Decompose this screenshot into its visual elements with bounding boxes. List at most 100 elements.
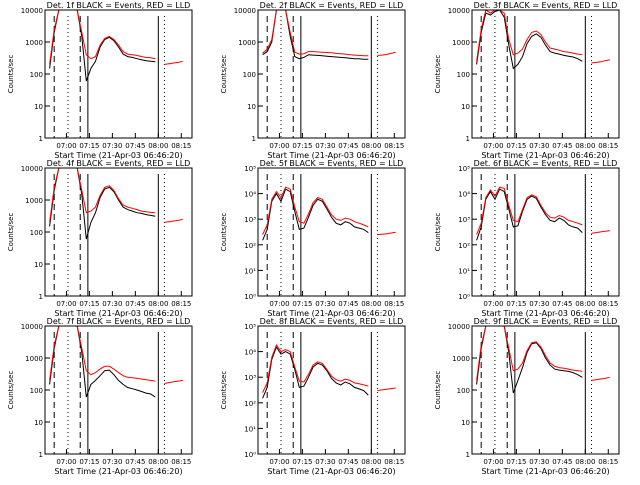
y-axis-label: Counts/sec xyxy=(434,213,442,252)
x-tick-label: 07:45 xyxy=(552,300,572,308)
y-tick-label: 100 xyxy=(30,71,43,79)
chart-title: Det. 2f BLACK = Events, RED = LLD xyxy=(260,1,404,10)
x-tick-label: 08:15 xyxy=(171,458,191,466)
y-tick-label: 10³ xyxy=(244,216,256,224)
chart-det-9: Det. 9f BLACK = Events, RED = LLD 1 10 100 1… xyxy=(434,317,620,476)
y-tick-label: 10 xyxy=(461,419,470,427)
x-axis-label: Start Time (21-Apr-03 06:46:20) xyxy=(267,151,395,160)
y-tick-label: 1000 xyxy=(25,39,43,47)
lld-series-line xyxy=(164,379,183,384)
x-tick-label: 07:30 xyxy=(102,300,122,308)
x-tick-label: 07:45 xyxy=(552,142,572,150)
y-tick-label: 10¹ xyxy=(244,267,256,275)
y-tick-label: 10 xyxy=(34,261,43,269)
plot-frame xyxy=(44,167,193,297)
y-tick-label: 10³ xyxy=(458,216,470,224)
y-tick-label: 1000 xyxy=(452,39,470,47)
x-tick-label: 08:00 xyxy=(575,458,595,466)
y-tick-label: 10² xyxy=(458,242,470,250)
x-tick-label: 07:15 xyxy=(79,458,99,466)
lld-series-line xyxy=(164,218,183,223)
plot-frame xyxy=(44,9,193,139)
chart-det-4: Det. 4f BLACK = Events, RED = LLD 1 10 100 1… xyxy=(7,159,193,318)
y-tick-label: 10⁴ xyxy=(244,349,256,357)
y-axis-label: Counts/sec xyxy=(220,213,228,252)
lld-series-line xyxy=(476,9,583,62)
x-tick-label: 08:00 xyxy=(361,458,381,466)
chart-det-5: Det. 5f BLACK = Events, RED = LLD 10⁰ 10¹ 1… xyxy=(220,159,406,318)
plot-frame xyxy=(257,325,406,455)
x-tick-label: 07:30 xyxy=(315,458,335,466)
lld-series-line xyxy=(262,186,369,235)
x-tick-label: 07:00 xyxy=(56,458,76,466)
events-series-line xyxy=(476,188,583,241)
x-tick-label: 08:00 xyxy=(148,300,168,308)
x-tick-label: 08:15 xyxy=(171,300,191,308)
lld-series-line xyxy=(476,186,583,235)
x-tick-label: 07:00 xyxy=(269,142,289,150)
x-tick-label: 07:00 xyxy=(56,142,76,150)
y-tick-label: 1 xyxy=(39,451,43,459)
chart-title: Det. 6f BLACK = Events, RED = LLD xyxy=(474,159,618,168)
chart-title: Det. 7f BLACK = Events, RED = LLD xyxy=(47,317,191,326)
y-tick-label: 10 xyxy=(34,103,43,111)
y-tick-label: 100 xyxy=(457,387,470,395)
x-tick-label: 07:15 xyxy=(506,142,526,150)
y-tick-label: 100 xyxy=(30,387,43,395)
y-tick-label: 10¹ xyxy=(244,425,256,433)
x-tick-label: 08:15 xyxy=(384,458,404,466)
y-tick-label: 100 xyxy=(243,71,256,79)
chart-det-8: Det. 8f BLACK = Events, RED = LLD 10⁰ 10¹ 1… xyxy=(220,317,406,476)
y-tick-label: 100 xyxy=(30,229,43,237)
y-tick-label: 10000 xyxy=(448,7,470,15)
y-axis-label: Counts/sec xyxy=(434,371,442,410)
x-tick-label: 07:15 xyxy=(506,458,526,466)
x-axis-label: Start Time (21-Apr-03 06:46:20) xyxy=(481,309,609,318)
x-tick-label: 07:45 xyxy=(552,458,572,466)
chart-title: Det. 4f BLACK = Events, RED = LLD xyxy=(47,159,191,168)
x-tick-label: 07:15 xyxy=(292,458,312,466)
y-tick-label: 10000 xyxy=(21,323,43,331)
y-tick-label: 10 xyxy=(247,103,256,111)
x-tick-label: 07:45 xyxy=(338,142,358,150)
chart-title: Det. 8f BLACK = Events, RED = LLD xyxy=(260,317,404,326)
events-series-line xyxy=(49,9,156,82)
y-tick-label: 1 xyxy=(466,451,470,459)
y-tick-label: 10² xyxy=(244,400,256,408)
x-axis-label: Start Time (21-Apr-03 06:46:20) xyxy=(481,151,609,160)
x-tick-label: 07:15 xyxy=(79,142,99,150)
chart-title: Det. 5f BLACK = Events, RED = LLD xyxy=(260,159,404,168)
x-axis-label: Start Time (21-Apr-03 06:46:20) xyxy=(54,467,182,476)
x-tick-label: 07:45 xyxy=(125,458,145,466)
chart-title: Det. 9f BLACK = Events, RED = LLD xyxy=(474,317,618,326)
x-tick-label: 07:30 xyxy=(315,142,335,150)
y-tick-label: 1000 xyxy=(25,197,43,205)
x-tick-label: 07:30 xyxy=(529,142,549,150)
x-axis-label: Start Time (21-Apr-03 06:46:20) xyxy=(481,467,609,476)
y-axis-label: Counts/sec xyxy=(7,55,15,94)
x-tick-label: 07:30 xyxy=(529,458,549,466)
x-tick-label: 07:30 xyxy=(102,458,122,466)
x-tick-label: 07:00 xyxy=(269,458,289,466)
x-tick-label: 07:15 xyxy=(292,142,312,150)
chart-det-1: Det. 1f BLACK = Events, RED = LLD 1 10 100 1… xyxy=(7,1,193,160)
y-tick-label: 10² xyxy=(244,242,256,250)
lld-series-line xyxy=(49,167,156,223)
y-axis-label: Counts/sec xyxy=(220,371,228,410)
x-tick-label: 08:15 xyxy=(384,142,404,150)
plot-frame xyxy=(257,9,406,139)
plot-frame xyxy=(44,325,193,455)
x-tick-label: 07:00 xyxy=(56,300,76,308)
x-tick-label: 07:45 xyxy=(338,458,358,466)
lld-series-line xyxy=(262,9,369,57)
x-tick-label: 08:15 xyxy=(171,142,191,150)
x-tick-label: 07:45 xyxy=(125,142,145,150)
lld-series-line xyxy=(377,231,396,236)
y-tick-label: 10000 xyxy=(234,7,256,15)
chart-det-6: Det. 6f BLACK = Events, RED = LLD 10⁰ 10¹ 1… xyxy=(434,159,620,318)
y-tick-label: 10⁵ xyxy=(244,323,256,331)
events-series-line xyxy=(476,9,583,70)
x-tick-label: 07:30 xyxy=(102,142,122,150)
